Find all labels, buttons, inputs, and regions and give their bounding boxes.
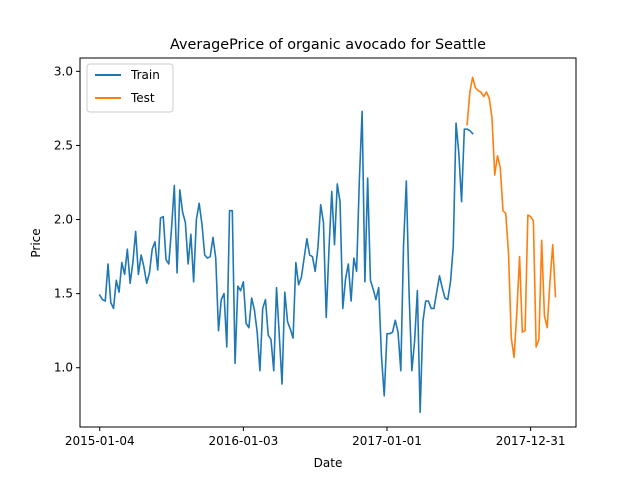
legend-label-train: Train: [130, 68, 160, 82]
y-axis-label: Price: [29, 228, 43, 257]
legend: Train Test: [86, 63, 174, 113]
y-tick-label: 1.0: [54, 361, 73, 375]
legend-label-test: Test: [130, 91, 155, 105]
y-tick-label: 3.0: [54, 64, 73, 78]
x-tick-label: 2017-12-31: [496, 434, 566, 448]
x-tick-label: 2015-01-04: [65, 434, 135, 448]
x-tick-label: 2016-01-03: [208, 434, 278, 448]
x-tick-label: 2017-01-01: [352, 434, 422, 448]
y-tick-label: 1.5: [54, 287, 73, 301]
y-tick-label: 2.0: [54, 213, 73, 227]
x-axis-label: Date: [314, 456, 343, 470]
series-line-train: [98, 110, 474, 413]
y-axis: 1.0 1.5 2.0 2.5 3.0: [54, 64, 80, 375]
legend-box: [86, 63, 174, 113]
plot-area: [79, 57, 577, 428]
series-line-test: [466, 76, 557, 359]
x-axis: 2015-01-04 2016-01-03 2017-01-01 2017-12-31: [65, 427, 566, 448]
chart-title: AveragePrice of organic avocado for Seat…: [170, 37, 486, 53]
y-tick-label: 2.5: [54, 138, 73, 152]
series-layer: [98, 76, 557, 413]
